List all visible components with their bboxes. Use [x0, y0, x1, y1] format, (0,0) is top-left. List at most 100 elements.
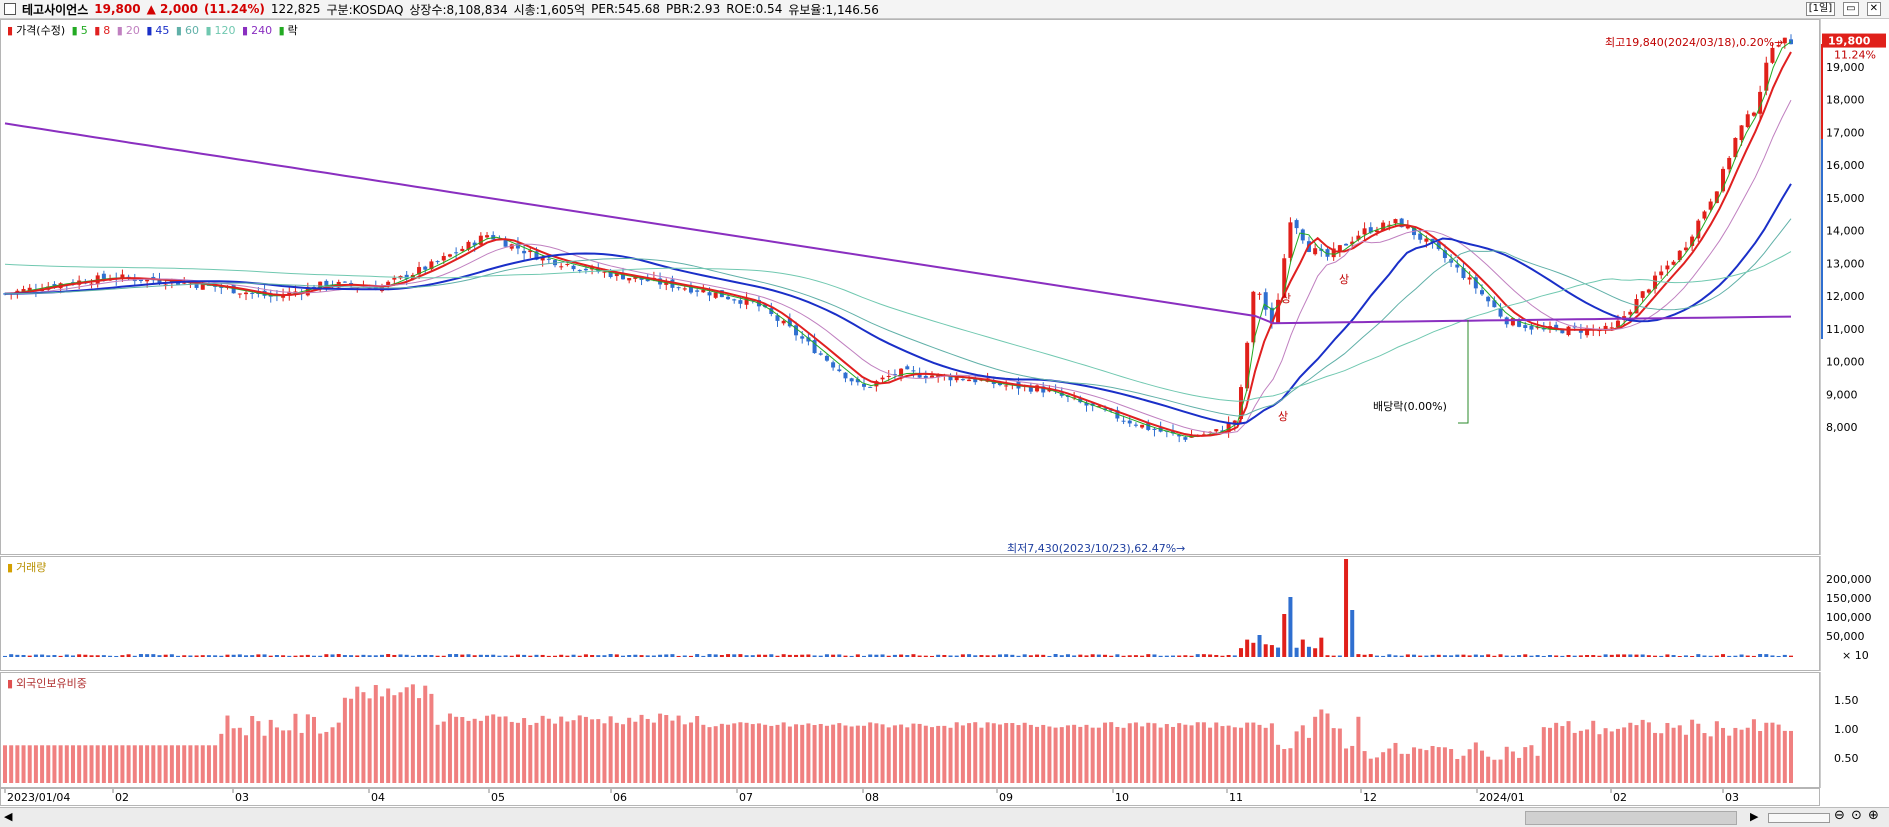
candle-body: [478, 235, 483, 245]
volume-bar: [1171, 655, 1176, 657]
candle-body: [1758, 91, 1763, 114]
minimize-icon[interactable]: ▭: [1843, 2, 1859, 16]
volume-bar: [664, 654, 669, 657]
volume-bar: [1615, 654, 1620, 657]
foreign-holding-bar: [21, 745, 26, 783]
candle-body: [1653, 275, 1658, 289]
period-button[interactable]: [1일]: [1805, 2, 1836, 16]
volume-chart[interactable]: [1, 557, 1819, 670]
volume-bar: [1541, 655, 1546, 657]
volume-bar: [954, 655, 959, 657]
candle-body: [1510, 318, 1515, 326]
foreign-holding-bar: [1597, 734, 1602, 783]
volume-bar: [843, 655, 848, 657]
zoom-in-icon[interactable]: ⊕: [1868, 808, 1879, 823]
foreign-holding-bar: [577, 715, 582, 783]
horizontal-scrollbar[interactable]: ◀ ▶ ⊖ ⊙ ⊕: [0, 807, 1889, 827]
volume-bar: [1405, 654, 1410, 657]
foreign-holding-bar: [936, 725, 941, 783]
volume-bar: [466, 654, 471, 657]
candle-body: [701, 289, 706, 293]
foreign-holding-bar: [596, 719, 601, 783]
foreign-holding-bar: [176, 745, 181, 783]
price-chart[interactable]: [1, 20, 1819, 554]
price-tick-label: 8,000: [1826, 421, 1858, 434]
select-checkbox[interactable]: [4, 3, 16, 15]
candle-body: [1708, 201, 1713, 210]
candle-body: [1177, 434, 1182, 437]
foreign-holding-bar: [800, 724, 805, 783]
legend-ma60: 60: [184, 24, 199, 37]
foreign-holding-bar: [379, 696, 384, 783]
stock-name[interactable]: 테고사이언스: [22, 2, 89, 17]
foreign-holding-chart[interactable]: [1, 673, 1819, 787]
volume-bar: [274, 655, 279, 657]
foreign-title: 외국인보유비중: [16, 677, 87, 690]
foreign-holding-bar: [954, 722, 959, 783]
candle-body: [1578, 329, 1583, 333]
foreign-holding-bar: [553, 723, 558, 783]
volume-bar: [713, 654, 718, 657]
candle-body: [386, 281, 391, 287]
foreign-holding-bar: [787, 726, 792, 783]
volume-bar: [373, 655, 378, 657]
volume-bar: [237, 654, 242, 657]
candle-body: [1609, 327, 1614, 329]
scroll-right-icon[interactable]: ▶: [1750, 810, 1759, 823]
foreign-holding-bar: [77, 745, 82, 783]
volume-panel[interactable]: ▮ 거래량: [0, 556, 1820, 671]
foreign-holding-bar: [429, 693, 434, 783]
candle-body: [948, 376, 953, 381]
volume-bar: [1665, 654, 1670, 657]
foreign-holding-bar: [27, 745, 32, 783]
close-icon[interactable]: ✕: [1866, 2, 1881, 16]
foreign-holding-bar: [682, 724, 687, 783]
current-rate-label: 11.24%: [1834, 49, 1876, 62]
foreign-holding-bar: [763, 724, 768, 783]
volume-bar: [1727, 655, 1732, 657]
volume-bar: [1226, 654, 1231, 657]
scroll-thumb[interactable]: [1525, 811, 1737, 825]
x-tick-label: 02: [1613, 791, 1627, 804]
volume-bar: [1201, 654, 1206, 657]
candle-body: [1140, 424, 1145, 428]
volume-bar: [1751, 655, 1756, 657]
volume-bar: [1337, 655, 1342, 657]
foreign-holding-bar: [1325, 713, 1330, 783]
price-tick-label: 9,000: [1826, 388, 1858, 401]
volume-bar: [1208, 654, 1213, 657]
upper-limit-marker: 상: [1339, 273, 1350, 286]
foreign-holding-bar: [1010, 723, 1015, 783]
foreign-holding-bar: [911, 723, 916, 783]
foreign-holding-bar: [1195, 722, 1200, 783]
foreign-holding-bar: [15, 745, 20, 783]
volume-bar: [892, 654, 897, 657]
foreign-holding-bar: [1171, 726, 1176, 783]
candle-body: [769, 308, 774, 315]
volume-bar: [688, 655, 693, 657]
zoom-slider[interactable]: [1768, 813, 1830, 823]
foreign-holding-bar: [1418, 748, 1423, 783]
candle-body: [1683, 247, 1688, 251]
price-axis[interactable]: 19,000 18,000 17,000 16,000 15,000 14,000 13,0…: [1819, 19, 1889, 555]
price-panel[interactable]: ▮ 가격(수정) ▮ 5 ▮ 8 ▮ 20 ▮ 45 ▮ 60 ▮ 120 ▮ 240 ▮ 락 최…: [0, 19, 1820, 555]
volume-bar: [9, 654, 14, 657]
volume-bar: [682, 655, 687, 657]
volume-bar: [756, 654, 761, 657]
zoom-reset-icon[interactable]: ⊙: [1851, 808, 1862, 823]
scroll-left-icon[interactable]: ◀: [4, 810, 13, 823]
volume-bar: [1677, 655, 1682, 657]
foreign-holding-bar: [1245, 722, 1250, 783]
foreign-holding-bar: [503, 716, 508, 783]
volume-bar: [750, 655, 755, 657]
foreign-holding-panel[interactable]: ▮ 외국인보유비중: [0, 672, 1820, 788]
volume-bar: [929, 655, 934, 657]
foreign-holding-bar: [1609, 731, 1614, 783]
foreign-holding-bar: [410, 684, 415, 783]
zoom-out-icon[interactable]: ⊖: [1834, 808, 1845, 823]
candle-body: [1677, 250, 1682, 261]
volume-bar: [1535, 655, 1540, 657]
foreign-holding-bar: [732, 723, 737, 783]
volume-bar: [651, 655, 656, 657]
candle-body: [503, 239, 508, 247]
